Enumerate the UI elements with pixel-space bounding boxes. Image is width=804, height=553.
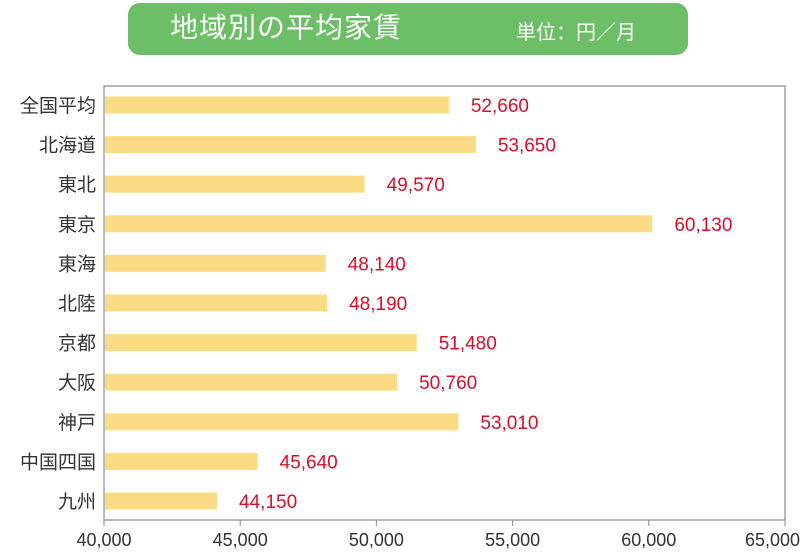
category-label: 大阪 [58,372,96,394]
value-label: 45,640 [280,452,338,473]
bar [105,136,476,154]
bar [105,96,449,114]
x-tick-label: 40,000 [76,530,131,550]
bar [105,452,258,470]
value-label: 44,150 [239,492,297,513]
category-label: 東海 [58,253,96,275]
category-label: 全国平均 [20,95,96,117]
category-label: 東京 [58,214,96,236]
category-label: 京都 [58,333,96,355]
bar [105,175,365,193]
value-label: 50,760 [419,373,477,394]
bar [105,215,653,233]
value-label: 52,660 [471,96,529,117]
x-tick-label: 55,000 [485,530,540,550]
unit-label: 単位：円／月 [516,20,636,44]
x-tick-label: 60,000 [621,530,676,550]
category-label: 神戸 [58,412,96,434]
category-label: 九州 [58,491,96,513]
value-label: 60,130 [674,215,732,236]
value-label: 48,140 [348,254,406,275]
bar [105,254,326,272]
x-tick-label: 50,000 [349,530,404,550]
plot-frame [103,85,786,521]
category-label: 北海道 [39,135,96,157]
bar [105,492,218,510]
value-label: 53,650 [498,136,556,157]
title-banner [128,3,688,55]
category-label: 東北 [58,174,96,196]
bar [105,373,398,391]
bar [105,294,328,312]
category-label: 北陸 [58,293,96,315]
x-tick-label: 65,000 [745,530,800,550]
bar [105,413,459,431]
value-label: 51,480 [439,334,497,355]
value-label: 53,010 [480,413,538,434]
value-label: 48,190 [349,294,407,315]
chart-title: 地域別の平均家賃 [170,11,403,44]
x-tick-label: 45,000 [213,530,268,550]
value-label: 49,570 [387,175,445,196]
bar [105,334,417,352]
category-label: 中国四国 [20,451,96,473]
